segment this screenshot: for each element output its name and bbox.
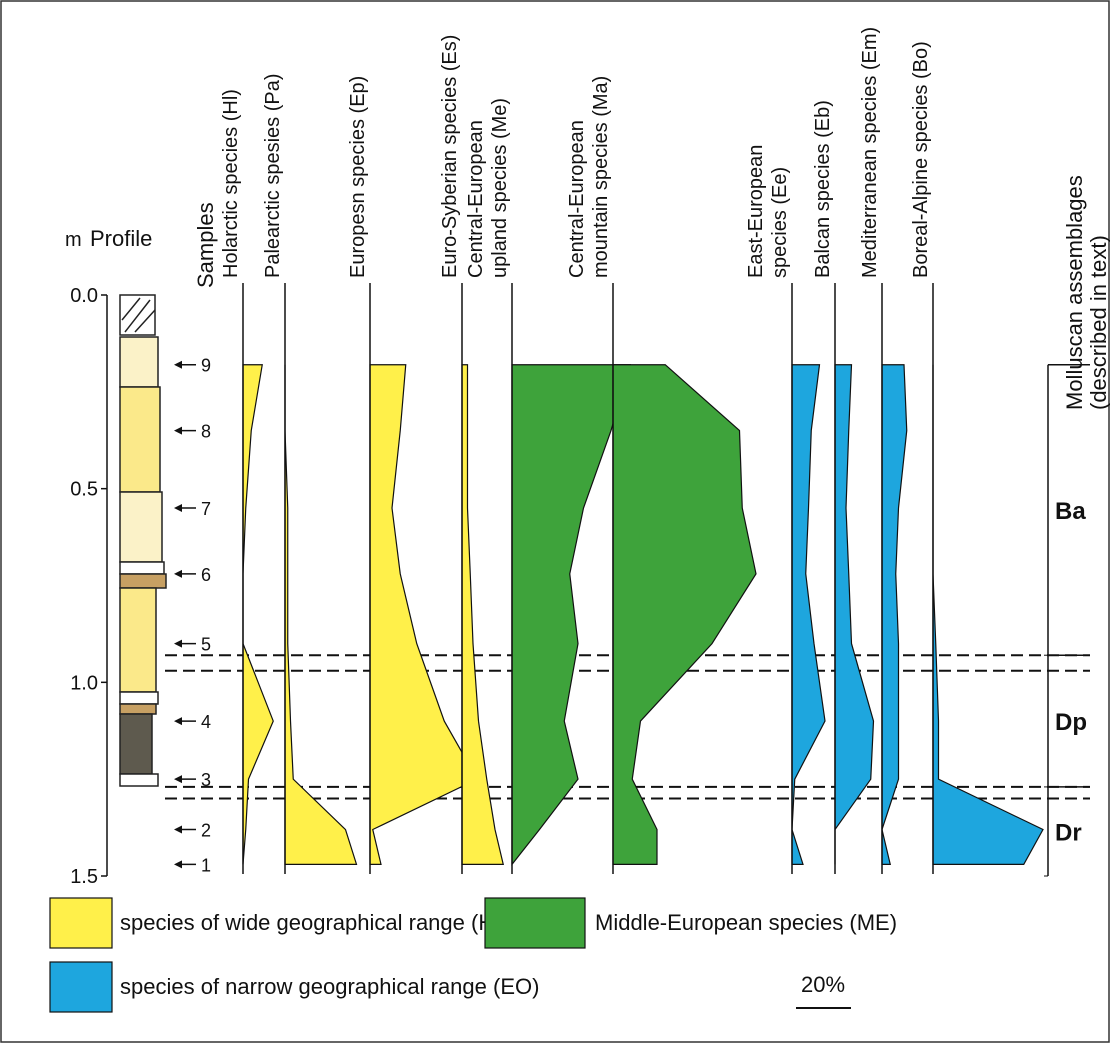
series-name: Central-European — [465, 120, 487, 278]
series-area — [881, 364, 908, 865]
sample-number: 5 — [201, 635, 211, 655]
series-name: Euro-Syberian species (Es) — [439, 35, 461, 278]
series-name: Boreal-Alpine species (Bo) — [910, 41, 932, 278]
series-name: Palearctic spesies (Pa) — [262, 73, 284, 278]
sample-number: 8 — [201, 422, 211, 442]
arrow-head — [174, 825, 182, 834]
profile-label: Profile — [90, 226, 152, 251]
sample-number: 2 — [201, 821, 211, 841]
series-name: species (Ee) — [769, 167, 791, 278]
series-name: mountain species (Ma) — [590, 76, 612, 278]
arrow-head — [174, 775, 182, 784]
series-area — [612, 364, 757, 865]
depth-label: m — [65, 229, 82, 251]
assemblage-label: Ba — [1055, 498, 1086, 525]
arrow-head — [174, 717, 182, 726]
assemblage-label: Dr — [1055, 819, 1082, 846]
y-tick-label: 0.5 — [70, 479, 98, 501]
legend-swatch — [484, 897, 586, 949]
series-name: Holarctic species (Hl) — [220, 89, 242, 278]
series-area — [369, 364, 479, 865]
arrow-head — [174, 639, 182, 648]
scale-bar-label: 20% — [801, 972, 845, 997]
sample-number: 3 — [201, 770, 211, 790]
y-tick-label: 1.0 — [70, 672, 98, 694]
series-area — [791, 364, 826, 865]
series-name: Europesn species (Ep) — [347, 76, 369, 278]
sample-number: 9 — [201, 356, 211, 376]
y-tick-label: 0.0 — [70, 285, 98, 307]
series-area — [461, 364, 505, 865]
legend-swatch — [49, 961, 113, 1013]
legend-label: species of wide geographical range (HL) — [120, 910, 514, 935]
assemblage-label: Dp — [1055, 709, 1087, 736]
arrow-head — [174, 569, 182, 578]
series-name: upland species (Me) — [489, 98, 511, 278]
samples-label: Samples — [193, 202, 218, 288]
y-tick-label: 1.5 — [70, 866, 98, 888]
series-name: Central-European — [566, 120, 588, 278]
legend-swatch — [49, 897, 113, 949]
series-area — [284, 364, 358, 865]
sample-number: 1 — [201, 855, 211, 875]
assemblages-label: Molluscan assemblages — [1062, 175, 1087, 410]
sample-number: 7 — [201, 499, 211, 519]
profile-column — [119, 294, 167, 787]
legend-label: Middle-European species (ME) — [595, 910, 897, 935]
arrow-head — [174, 360, 182, 369]
arrow-head — [174, 860, 182, 869]
legend-label: species of narrow geographical range (EO… — [120, 974, 539, 999]
sample-number: 4 — [201, 712, 211, 732]
series-name: Balcan species (Eb) — [812, 100, 834, 278]
arrow-head — [174, 504, 182, 513]
assemblages-label: (described in text) — [1086, 235, 1110, 410]
series-name: East-European — [745, 145, 767, 278]
series-name: Mediterranean species (Em) — [859, 27, 881, 278]
arrow-head — [174, 426, 182, 435]
sample-number: 6 — [201, 565, 211, 585]
